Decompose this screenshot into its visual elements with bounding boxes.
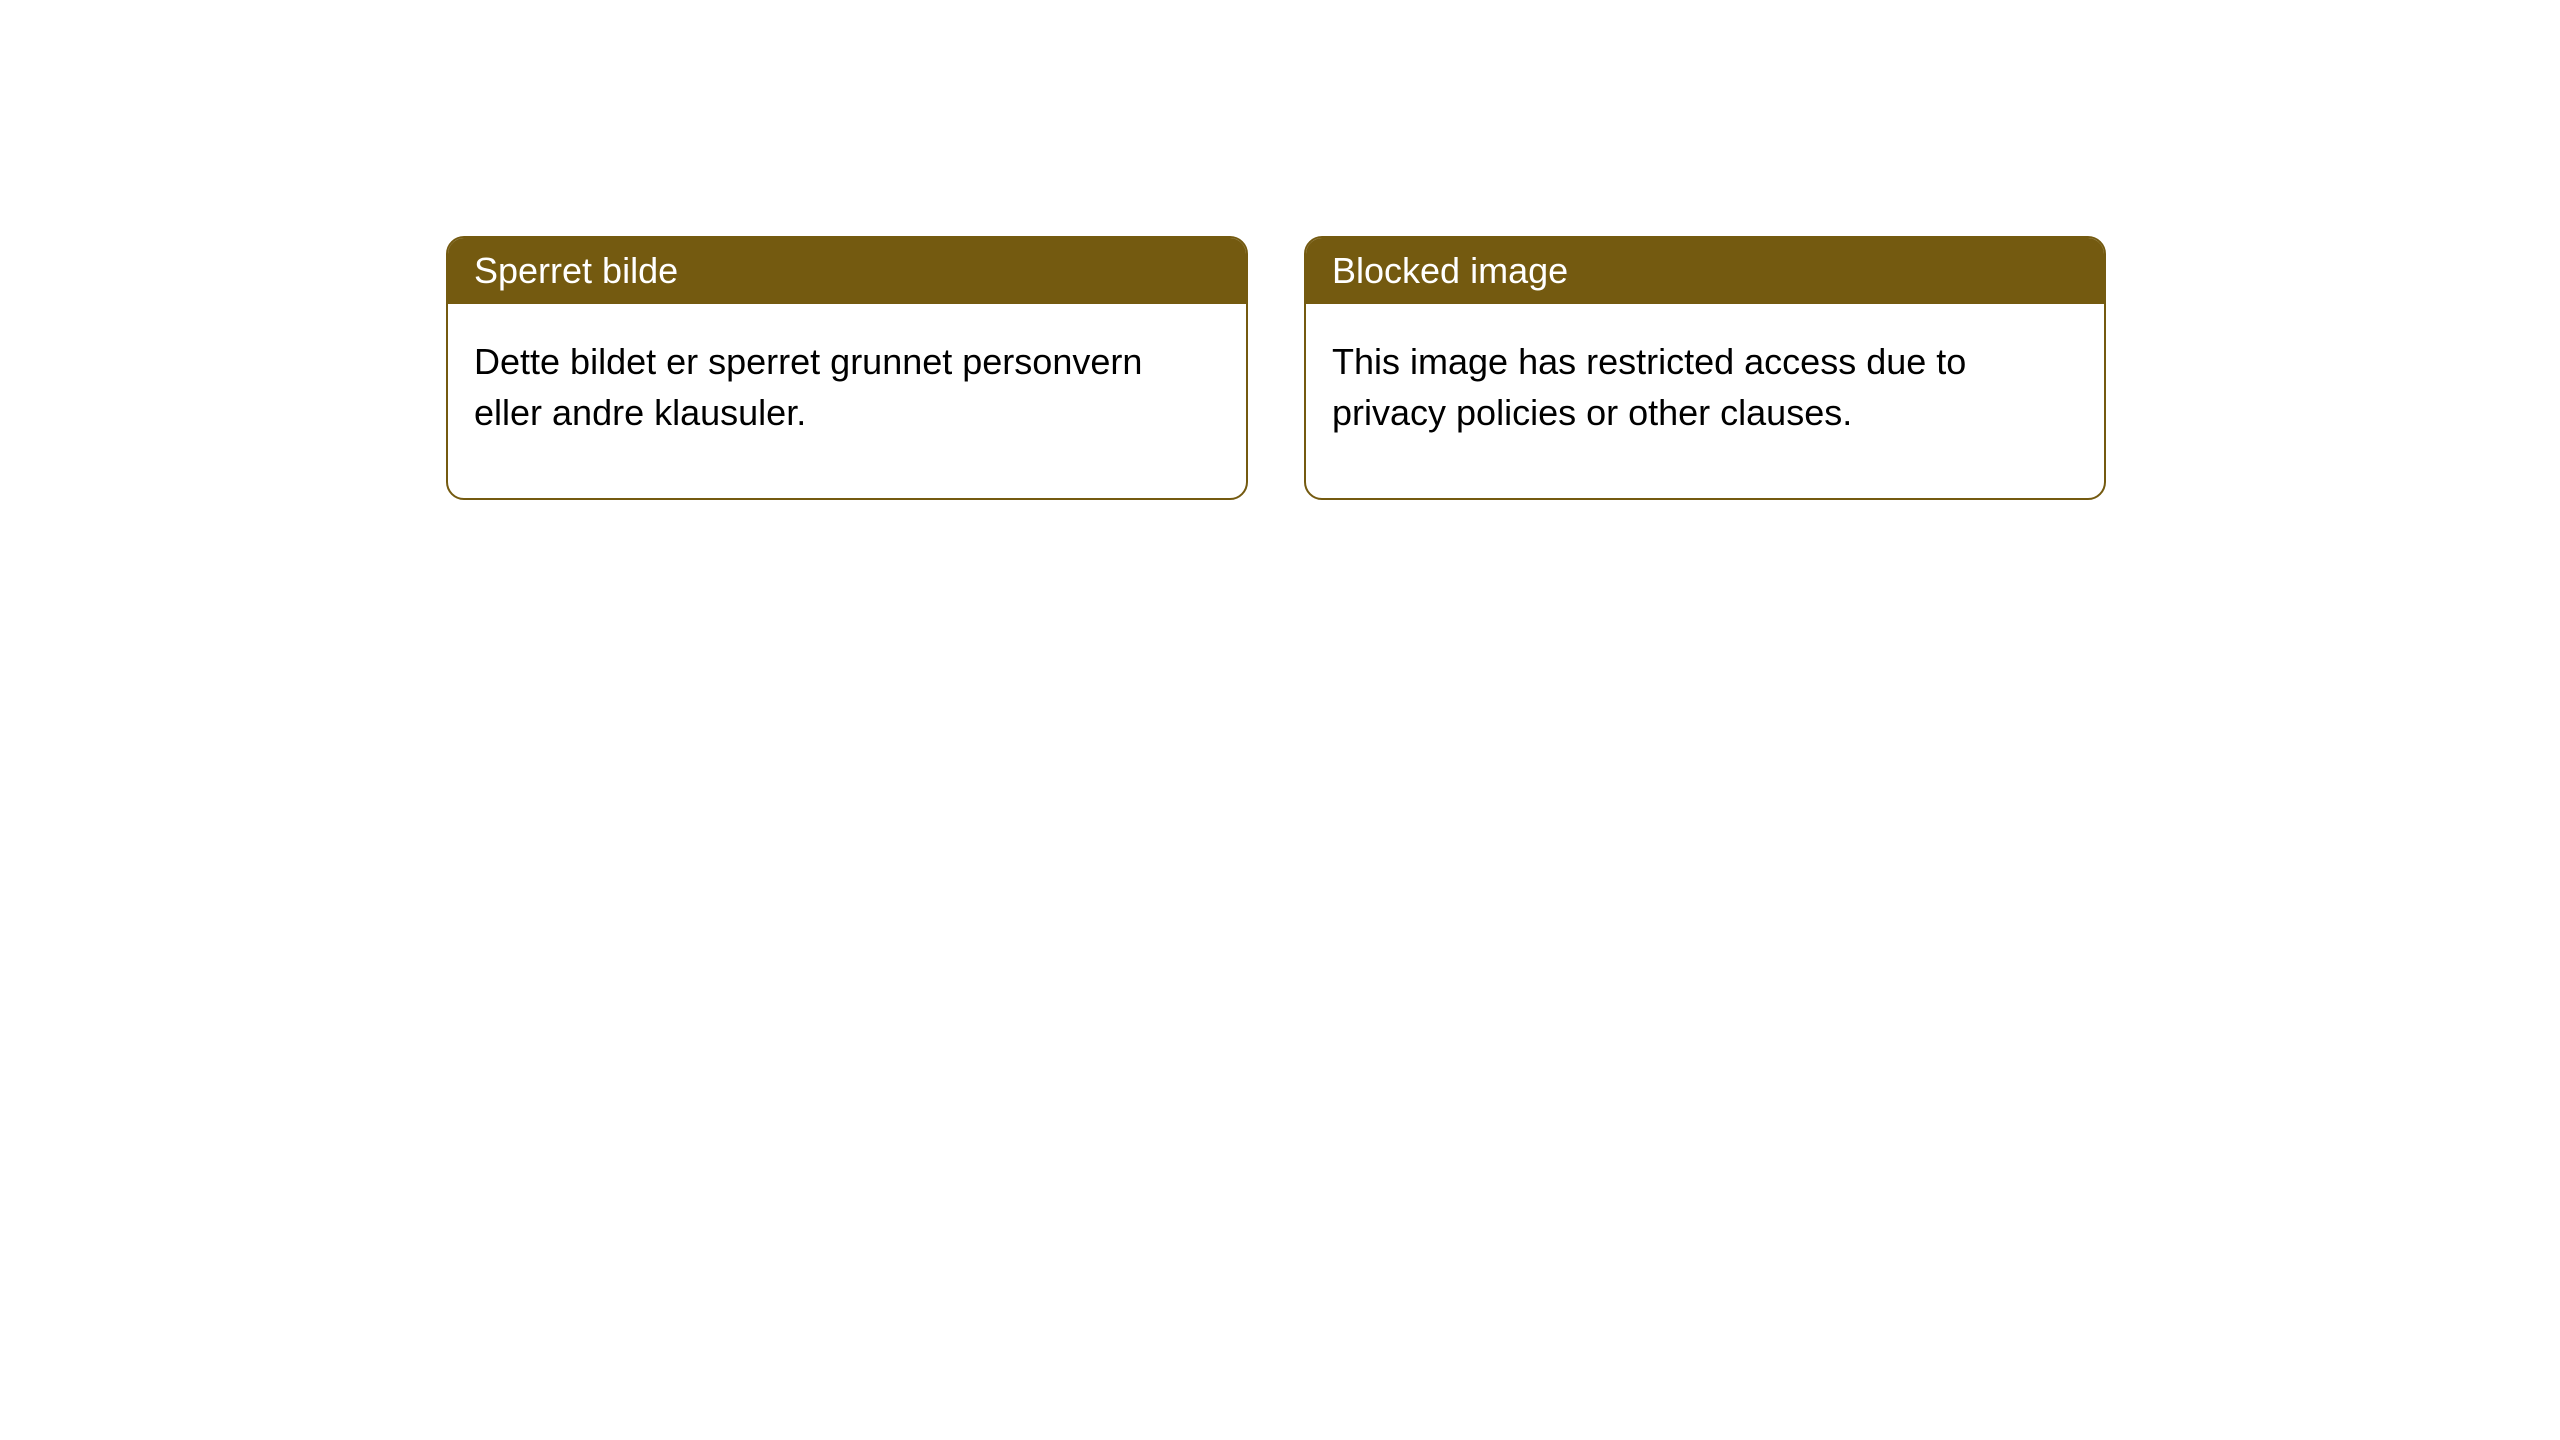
- card-body: This image has restricted access due to …: [1306, 304, 2104, 498]
- card-body-text: This image has restricted access due to …: [1332, 341, 1966, 433]
- card-body: Dette bildet er sperret grunnet personve…: [448, 304, 1246, 498]
- card-header: Blocked image: [1306, 238, 2104, 304]
- notice-card-english: Blocked image This image has restricted …: [1304, 236, 2106, 500]
- notice-card-norwegian: Sperret bilde Dette bildet er sperret gr…: [446, 236, 1248, 500]
- card-header-title: Blocked image: [1332, 250, 1568, 291]
- notice-cards-container: Sperret bilde Dette bildet er sperret gr…: [446, 236, 2106, 500]
- card-body-text: Dette bildet er sperret grunnet personve…: [474, 341, 1142, 433]
- card-header: Sperret bilde: [448, 238, 1246, 304]
- card-header-title: Sperret bilde: [474, 250, 678, 291]
